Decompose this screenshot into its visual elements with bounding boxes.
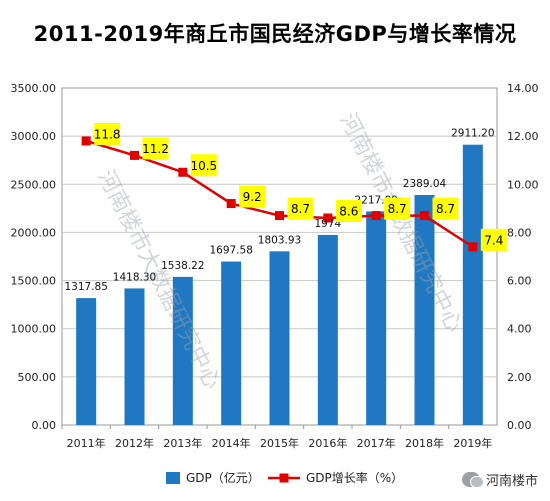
gdp-value-label: 1317.85 — [64, 281, 107, 293]
legend-label-rate: GDP增长率（%） — [306, 470, 403, 485]
legend: GDP（亿元） GDP增长率（%） — [166, 470, 403, 485]
y-left-tick-label: 2500.00 — [11, 178, 57, 191]
growth-rate-marker — [468, 242, 478, 252]
growth-rate-label: 11.2 — [142, 142, 169, 156]
y-left-tick-label: 500.00 — [18, 371, 57, 384]
y-right-tick-label: 14.00 — [507, 82, 539, 95]
y-right-tick-label: 6.00 — [507, 275, 532, 288]
growth-rate-label-box — [384, 197, 411, 220]
growth-rate-label-box — [94, 122, 121, 145]
growth-rate-label-box — [190, 154, 217, 177]
gdp-value-label: 2389.04 — [403, 178, 447, 190]
y-right-tick-label: 2.00 — [507, 371, 532, 384]
growth-rate-marker — [178, 167, 188, 177]
legend-label-gdp: GDP（亿元） — [186, 470, 260, 485]
x-tick-label: 2013年 — [163, 436, 202, 450]
growth-rate-label-box — [142, 137, 169, 160]
growth-rate-marker — [420, 211, 429, 221]
growth-rate-marker — [275, 211, 284, 221]
growth-rate-label-box — [480, 228, 507, 251]
gdp-bar — [317, 234, 338, 425]
y-left-tick-label: 3500.00 — [11, 82, 57, 95]
axes: 0.00 500.00 1000.00 1500.00 2000.00 2500.00 30… — [11, 82, 539, 450]
gdp-value-label: 1803.93 — [258, 234, 301, 246]
growth-rate-marker — [226, 199, 236, 209]
watermark-string: 河南楼市大数据研究中心 — [335, 109, 467, 336]
x-tick-label: 2012年 — [115, 436, 154, 450]
growth-rate-label: 8.7 — [388, 202, 407, 216]
gdp-bar — [414, 194, 435, 425]
data-labels: 1317.85 1418.30 1538.22 1697.58 1803.93 1974 2… — [64, 122, 507, 293]
brand-name: 河南楼市 — [485, 474, 538, 489]
x-tick-label: 2019年 — [453, 436, 492, 450]
growth-rate-label: 8.6 — [339, 204, 358, 218]
legend-marker-rate — [279, 473, 289, 483]
y-right-tick-label: 4.00 — [507, 323, 532, 336]
y-right-tick-label: 0.00 — [507, 419, 532, 432]
growth-rate-label: 9.2 — [243, 190, 262, 204]
growth-rate-label-box — [287, 197, 314, 220]
brand-tag: 河南楼市 — [461, 470, 538, 489]
x-tick-label: 2014年 — [212, 436, 251, 450]
watermark-text: 河南楼市大数据研究中心 — [335, 109, 467, 336]
growth-rate-label: 11.8 — [94, 127, 121, 141]
gdp-bar — [269, 251, 290, 425]
x-tick-label: 2018年 — [405, 436, 444, 450]
growth-rate-label-box — [432, 197, 459, 220]
gdp-value-label: 1697.58 — [209, 245, 252, 257]
y-right-tick-label: 12.00 — [507, 130, 539, 143]
y-right-tick-label: 8.00 — [507, 226, 532, 239]
growth-rate-marker — [81, 136, 91, 146]
gdp-bar — [124, 288, 145, 425]
wechat-icon — [461, 472, 484, 488]
gdp-bar — [172, 276, 193, 425]
x-tick-label: 2017年 — [357, 436, 396, 450]
x-tick-label: 2015年 — [260, 436, 299, 450]
growth-rate-marker — [323, 213, 333, 223]
gdp-bar — [76, 298, 97, 425]
gdp-bar — [221, 261, 242, 425]
gdp-value-label: 1418.30 — [113, 271, 156, 283]
x-tick-label: 2011年 — [67, 436, 106, 450]
growth-rate-label-box — [239, 185, 266, 208]
growth-rate-label: 8.7 — [291, 202, 310, 216]
gdp-value-label: 1538.22 — [161, 260, 204, 272]
y-right-tick-label: 10.00 — [507, 178, 539, 191]
y-left-tick-label: 3000.00 — [11, 130, 57, 143]
legend-swatch-gdp — [166, 472, 180, 484]
y-left-tick-label: 1500.00 — [11, 275, 57, 288]
gdp-bars — [76, 144, 483, 425]
growth-rate-label: 10.5 — [190, 159, 217, 173]
growth-rate-marker — [130, 150, 139, 160]
x-tick-label: 2016年 — [308, 436, 347, 450]
y-left-tick-label: 1000.00 — [11, 323, 57, 336]
gdp-value-label: 2911.20 — [451, 128, 494, 140]
y-left-tick-label: 0.00 — [32, 419, 57, 432]
growth-rate-label-box — [335, 199, 362, 222]
y-left-tick-label: 2000.00 — [11, 226, 57, 239]
growth-rate-label: 8.7 — [436, 202, 455, 216]
growth-rate-label: 7.4 — [484, 233, 503, 247]
gdp-value-label: 1974 — [314, 218, 341, 230]
growth-rate-marker — [371, 211, 381, 221]
gdp-bar — [366, 211, 387, 425]
gdp-bar — [462, 144, 483, 425]
chart-title: 2011-2019年商丘市国民经济GDP与增长率情况 — [33, 22, 517, 46]
